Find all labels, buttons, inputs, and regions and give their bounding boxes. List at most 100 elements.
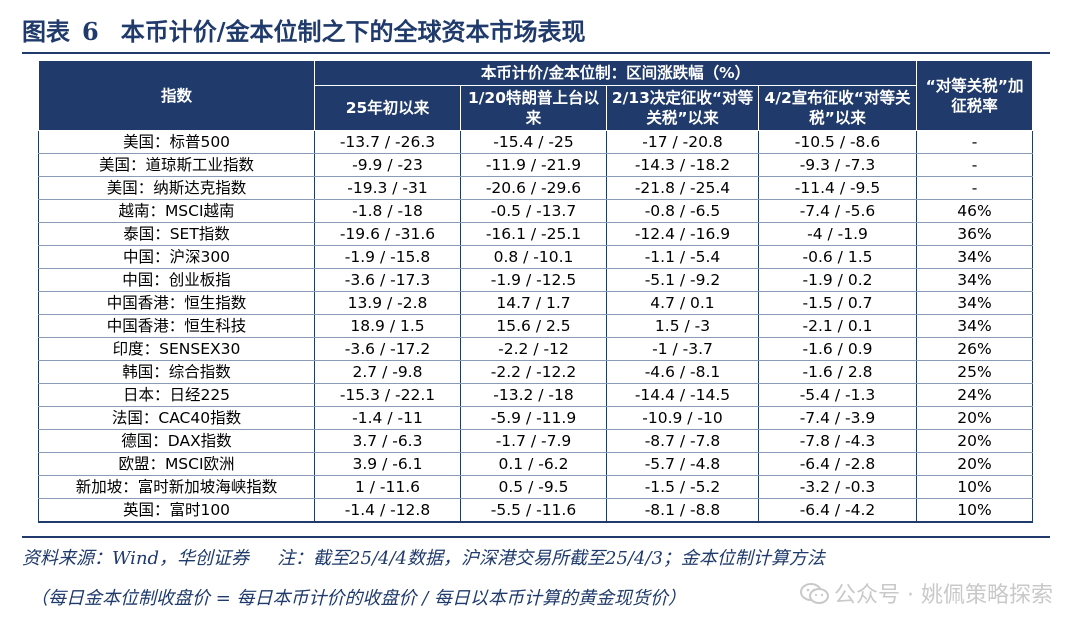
tariff-cell: 34% (916, 245, 1034, 269)
value-cell: 0.1 / -6.2 (460, 452, 607, 476)
value-cell: -1.5 / -5.2 (606, 475, 759, 499)
value-cell: -1.1 / -5.4 (606, 245, 759, 269)
value-cell: -3.6 / -17.3 (314, 268, 461, 292)
value-cell: -2.2 / -12 (460, 337, 607, 361)
index-name-cell: 英国：富时100 (38, 498, 315, 523)
tariff-cell: 20% (916, 406, 1034, 430)
value-cell: -19.6 / -31.6 (314, 222, 461, 246)
tariff-cell: 26% (916, 337, 1034, 361)
tariff-cell: 34% (916, 291, 1034, 315)
title-prefix: 图表 (22, 17, 70, 46)
value-cell: -5.1 / -9.2 (606, 268, 759, 292)
value-cell: -5.9 / -11.9 (460, 406, 607, 430)
value-cell: -3.2 / -0.3 (758, 475, 918, 499)
period-header-jan20: 1/20特朗普上台以来 (460, 85, 607, 131)
value-cell: -1.8 / -18 (314, 199, 461, 223)
table-row: 英国：富时100 -1.4 / -12.8 -5.5 / -11.6 -8.1 / -… (38, 498, 1034, 523)
value-cell: -8.1 / -8.8 (606, 498, 759, 523)
tariff-cell: 20% (916, 452, 1034, 476)
value-cell: -16.1 / -25.1 (460, 222, 607, 246)
value-cell: 13.9 / -2.8 (314, 291, 461, 315)
tariff-cell: - (916, 176, 1034, 200)
table-row: 日本：日经225 -15.3 / -22.1 -13.2 / -18 -14.4 / … (38, 383, 1034, 407)
value-cell: -20.6 / -29.6 (460, 176, 607, 200)
value-cell: -10.9 / -10 (606, 406, 759, 430)
period-header-feb13: 2/13决定征收“对等关税”以来 (606, 85, 759, 131)
tariff-cell: 46% (916, 199, 1034, 223)
value-cell: 3.9 / -6.1 (314, 452, 461, 476)
index-name-cell: 印度：SENSEX30 (38, 337, 315, 361)
value-cell: 18.9 / 1.5 (314, 314, 461, 338)
period-header-ytd: 25年初以来 (314, 85, 461, 131)
index-name-cell: 欧盟：MSCI欧洲 (38, 452, 315, 476)
footer-divider (22, 536, 1050, 538)
value-cell: -8.7 / -7.8 (606, 429, 759, 453)
value-cell: -0.5 / -13.7 (460, 199, 607, 223)
value-cell: -9.9 / -23 (314, 153, 461, 177)
value-cell: -5.5 / -11.6 (460, 498, 607, 523)
value-cell: -11.4 / -9.5 (758, 176, 918, 200)
value-cell: 14.7 / 1.7 (460, 291, 607, 315)
source-line: 资料来源：Wind，华创证券 注：截至25/4/4数据，沪深港交易所截至25/4/… (22, 544, 825, 574)
value-cell: -1.9 / -15.8 (314, 245, 461, 269)
value-cell: 0.5 / -9.5 (460, 475, 607, 499)
value-cell: -13.7 / -26.3 (314, 130, 461, 154)
period-header-apr2: 4/2宣布征收“对等关税”以来 (757, 85, 918, 131)
value-cell: -1.7 / -7.9 (460, 429, 607, 453)
value-cell: -4 / -1.9 (758, 222, 918, 246)
table-row: 美国：标普500 -13.7 / -26.3 -15.4 / -25 -17 / -2… (38, 130, 1034, 154)
value-cell: -12.4 / -16.9 (606, 222, 759, 246)
table-row: 中国：沪深300 -1.9 / -15.8 0.8 / -10.1 -1.1 / -5… (38, 245, 1034, 269)
index-name-cell: 中国香港：恒生指数 (38, 291, 315, 315)
value-cell: -11.9 / -21.9 (460, 153, 607, 177)
value-cell: -19.3 / -31 (314, 176, 461, 200)
watermark: 公众号 · 姚佩策略探索 (800, 576, 1053, 616)
index-name-cell: 日本：日经225 (38, 383, 315, 407)
tariff-cell: - (916, 153, 1034, 177)
table-row: 法国：CAC40指数 -1.4 / -11 -5.9 / -11.9 -10.9 / … (38, 406, 1034, 430)
formula-note: （每日金本位制收盘价 = 每日本币计价的收盘价 / 每日以本币计算的黄金现货价） (30, 588, 687, 609)
index-name-cell: 美国：纳斯达克指数 (38, 176, 315, 200)
tariff-cell: 34% (916, 268, 1034, 292)
table-row: 印度：SENSEX30 -3.6 / -17.2 -2.2 / -12 -1 / -3… (38, 337, 1034, 361)
value-cell: -1.9 / 0.2 (758, 268, 918, 292)
table-row: 韩国：综合指数 2.7 / -9.8 -2.2 / -12.2 -4.6 / -8.1… (38, 360, 1034, 384)
title-text: 本币计价/金本位制之下的全球资本市场表现 (120, 17, 586, 46)
table-row: 欧盟：MSCI欧洲 3.9 / -6.1 0.1 / -6.2 -5.7 / -4.8… (38, 452, 1034, 476)
note-text: 注：截至25/4/4数据，沪深港交易所截至25/4/3；金本位制计算方法 (277, 548, 825, 569)
period-group-header: 本币计价/金本位制：区间涨跌幅（%） (313, 60, 918, 86)
index-name-cell: 中国香港：恒生科技 (38, 314, 315, 338)
value-cell: -14.4 / -14.5 (606, 383, 759, 407)
value-cell: -4.6 / -8.1 (606, 360, 759, 384)
table-row: 中国香港：恒生指数 13.9 / -2.8 14.7 / 1.7 4.7 / 0.1-… (38, 291, 1034, 315)
value-cell: -0.6 / 1.5 (758, 245, 918, 269)
value-cell: -3.6 / -17.2 (314, 337, 461, 361)
value-cell: -1.4 / -12.8 (314, 498, 461, 523)
value-cell: -1.4 / -11 (314, 406, 461, 430)
index-name-cell: 新加坡：富时新加坡海峡指数 (38, 475, 315, 499)
index-column-header: 指数 (38, 60, 315, 131)
page-title: 图表 6 本币计价/金本位制之下的全球资本市场表现 (22, 14, 585, 50)
index-name-cell: 法国：CAC40指数 (38, 406, 315, 430)
value-cell: 1.5 / -3 (606, 314, 759, 338)
title-divider (22, 52, 1050, 54)
index-name-cell: 泰国：SET指数 (38, 222, 315, 246)
tariff-cell: 10% (916, 475, 1034, 499)
tariff-cell: 36% (916, 222, 1034, 246)
table-row: 中国香港：恒生科技 18.9 / 1.5 15.6 / 2.5 1.5 / -3 -2.… (38, 314, 1034, 338)
value-cell: -6.4 / -4.2 (758, 498, 918, 523)
index-name-cell: 越南：MSCI越南 (38, 199, 315, 223)
value-cell: 3.7 / -6.3 (314, 429, 461, 453)
table-row: 泰国：SET指数 -19.6 / -31.6 -16.1 / -25.1 -12.4 … (38, 222, 1034, 246)
index-name-cell: 韩国：综合指数 (38, 360, 315, 384)
value-cell: -7.4 / -5.6 (758, 199, 918, 223)
table-row: 美国：纳斯达克指数 -19.3 / -31 -20.6 / -29.6 -21.8 /… (38, 176, 1034, 200)
tariff-cell: - (916, 130, 1034, 154)
value-cell: -0.8 / -6.5 (606, 199, 759, 223)
value-cell: 0.8 / -10.1 (460, 245, 607, 269)
value-cell: 4.7 / 0.1 (606, 291, 759, 315)
value-cell: -5.7 / -4.8 (606, 452, 759, 476)
value-cell: 15.6 / 2.5 (460, 314, 607, 338)
tariff-cell: 24% (916, 383, 1034, 407)
index-name-cell: 中国：创业板指 (38, 268, 315, 292)
